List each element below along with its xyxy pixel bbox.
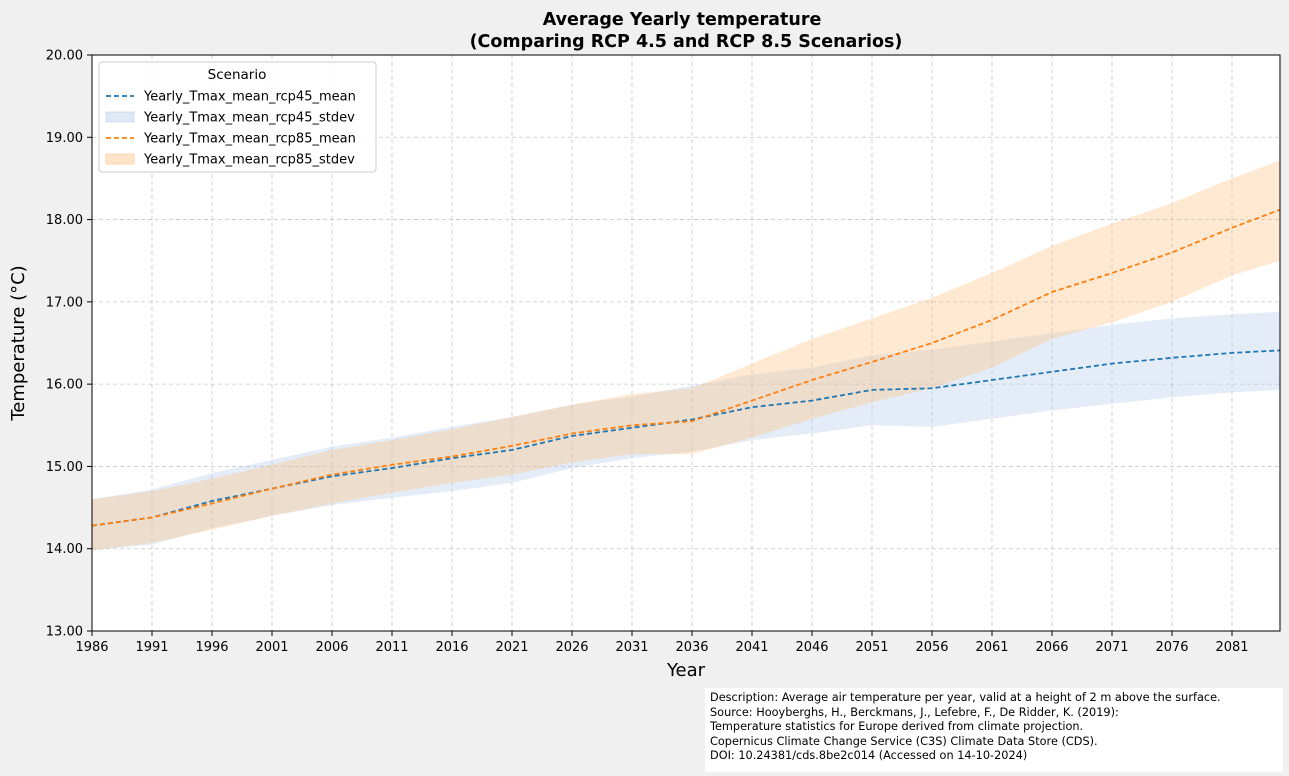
description-line: Description: Average air temperature per…: [710, 691, 1221, 704]
stdev-band-rcp45: [92, 311, 1280, 551]
x-tick-label: 1996: [195, 640, 228, 655]
x-tick-label: 2001: [255, 640, 288, 655]
x-tick-label: 2011: [375, 640, 408, 655]
x-tick-label: 2006: [315, 640, 348, 655]
x-tick-label: 2031: [615, 640, 648, 655]
x-tick-label: 2026: [555, 640, 588, 655]
x-tick-label: 2071: [1095, 640, 1128, 655]
legend-label: Yearly_Tmax_mean_rcp45_stdev: [143, 111, 355, 126]
plot-frame: [91, 54, 1281, 632]
y-tick-label: 20.00: [46, 49, 83, 64]
y-tick-label: 13.00: [46, 625, 83, 640]
x-tick-label: 2056: [915, 640, 948, 655]
legend-title: Scenario: [208, 67, 267, 83]
legend-band-swatch: [105, 111, 135, 123]
y-axis: 13.00 14.00 15.00 16.00 17.00 18.00 19.00 20.00: [46, 49, 92, 640]
x-tick-label: 2076: [1155, 640, 1188, 655]
y-tick-label: 19.00: [46, 131, 83, 146]
legend-label: Yearly_Tmax_mean_rcp45_mean: [143, 90, 356, 105]
y-tick-label: 17.00: [46, 295, 83, 310]
legend-label: Yearly_Tmax_mean_rcp85_mean: [143, 132, 356, 147]
x-tick-label: 2041: [735, 640, 768, 655]
y-tick-label: 14.00: [46, 542, 83, 557]
mean-lines: [91, 208, 1281, 527]
x-tick-label: 2036: [675, 640, 708, 655]
description-box: Description: Average air temperature per…: [705, 688, 1283, 772]
x-tick-label: 1991: [135, 640, 168, 655]
doi-line: DOI: 10.24381/cds.8be2c014 (Accessed on …: [710, 749, 1028, 763]
mean-line-rcp85: [91, 208, 1281, 527]
stdev-band-rcp85: [92, 160, 1280, 551]
x-axis: 1986 1991 1996 2001 2006 2011 2016 2021 2026 2031…: [75, 631, 1249, 655]
y-tick-label: 16.00: [46, 378, 83, 393]
x-tick-label: 2061: [975, 640, 1008, 655]
x-tick-label: 2016: [435, 640, 468, 655]
x-axis-label: Year: [666, 660, 706, 681]
legend-box: [98, 61, 377, 173]
chart-subtitle: (Comparing RCP 4.5 and RCP 8.5 Scenarios…: [470, 32, 903, 52]
x-tick-label: 2046: [795, 640, 828, 655]
grid-lines: [92, 55, 1280, 631]
x-tick-label: 2081: [1215, 640, 1248, 655]
x-tick-label: 2021: [495, 640, 528, 655]
stdev-bands: [92, 160, 1280, 551]
y-tick-label: 15.00: [46, 460, 83, 475]
x-tick-label: 1986: [75, 640, 108, 655]
legend-label: Yearly_Tmax_mean_rcp85_stdev: [143, 153, 355, 168]
y-tick-label: 18.00: [46, 213, 83, 228]
source-line: Source: Hooyberghs, H., Berckmans, J., L…: [710, 705, 1119, 719]
chart-title: Average Yearly temperature: [543, 10, 822, 30]
y-axis-label: Temperature (°C): [8, 265, 29, 421]
source-title-line: Temperature statistics for Europe derive…: [710, 720, 1084, 734]
source-publisher-line: Copernicus Climate Change Service (C3S) …: [710, 734, 1098, 748]
legend: Scenario Yearly_Tmax_mean_rcp45_mean Year…: [98, 61, 377, 173]
x-tick-label: 2066: [1035, 640, 1068, 655]
x-tick-label: 2051: [855, 640, 888, 655]
legend-band-swatch: [105, 153, 135, 165]
